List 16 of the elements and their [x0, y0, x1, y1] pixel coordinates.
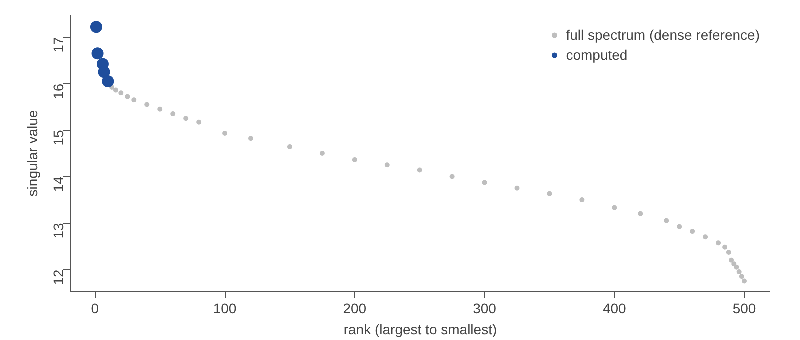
x-tick-label: 400: [602, 300, 627, 316]
legend-label: computed: [566, 47, 628, 63]
x-axis-title: rank (largest to smallest): [344, 322, 498, 338]
x-tick-label: 300: [473, 300, 497, 316]
x-tick-label: 0: [91, 300, 100, 316]
y-tick-label: 12: [50, 269, 66, 286]
y-tick-label: 15: [50, 130, 66, 146]
y-tick-label: 17: [50, 37, 66, 53]
x-tick-label: 500: [732, 300, 756, 316]
legend-label: full spectrum (dense reference): [566, 27, 760, 43]
y-tick-label: 14: [50, 176, 66, 192]
y-axis-title: singular value: [24, 110, 40, 197]
x-tick-label: 100: [213, 300, 237, 316]
y-tick-label: 13: [50, 222, 66, 239]
y-tick-label: 16: [50, 84, 66, 100]
x-tick-label: 200: [343, 300, 367, 316]
